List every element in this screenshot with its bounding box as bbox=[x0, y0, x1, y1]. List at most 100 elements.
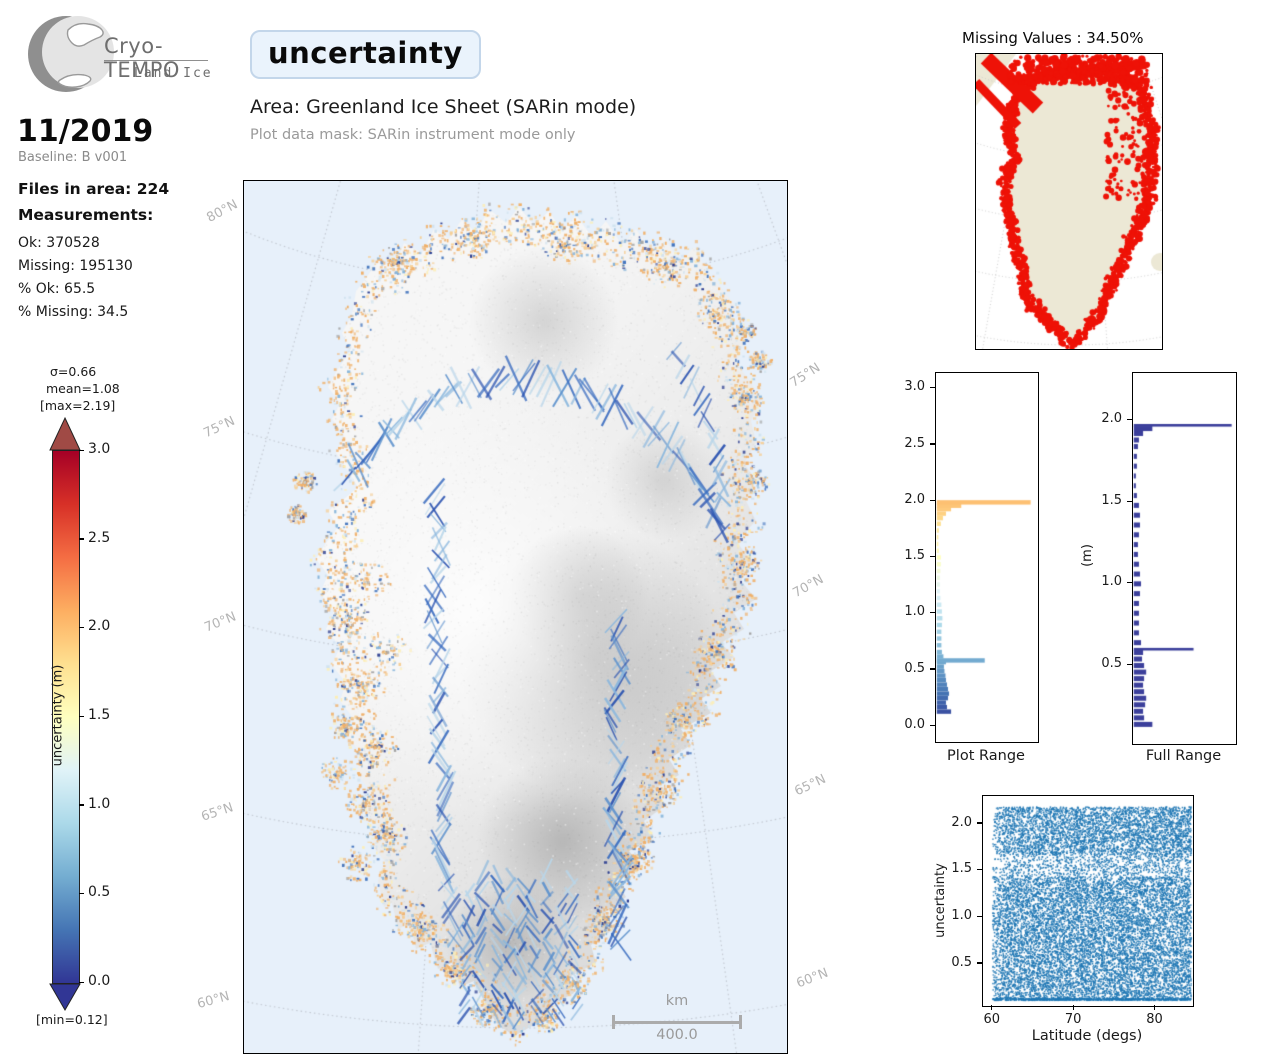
area-title: Area: Greenland Ice Sheet (SARin mode) bbox=[250, 96, 637, 118]
lat-label: 65°N bbox=[792, 771, 829, 800]
baseline-text: Baseline: B v001 bbox=[18, 150, 128, 165]
scalebar-unit: km bbox=[665, 993, 689, 1009]
y-tick-label: 1.5 bbox=[1101, 492, 1122, 508]
y-tick-mark bbox=[930, 387, 935, 389]
x-tick-mark bbox=[1153, 1005, 1156, 1010]
colorbar-tick-mark bbox=[79, 715, 84, 717]
colorbar-max: [max=2.19] bbox=[40, 398, 116, 413]
full-range-histogram bbox=[1132, 372, 1237, 745]
y-tick-label: 1.5 bbox=[951, 861, 972, 877]
colorbar-tick-label: 2.5 bbox=[88, 529, 111, 546]
colorbar-over-arrow bbox=[49, 416, 81, 451]
stat-ok: Ok: 370528 bbox=[18, 235, 100, 251]
lat-label: 65°N bbox=[199, 800, 236, 825]
colorbar-tick-label: 0.0 bbox=[88, 973, 111, 989]
logo-brand-text: Cryo-TEMPO bbox=[104, 34, 180, 82]
y-tick-label: 1.0 bbox=[951, 907, 972, 923]
y-tick-mark bbox=[977, 822, 982, 824]
scalebar-right-cap bbox=[739, 1015, 742, 1029]
y-tick-mark bbox=[1127, 663, 1132, 666]
stat-pct-missing: % Missing: 34.5 bbox=[18, 304, 129, 320]
colorbar-tick-mark bbox=[79, 538, 84, 540]
x-tick-label: 80 bbox=[1146, 1012, 1163, 1027]
y-tick-mark bbox=[930, 443, 935, 445]
colorbar-sigma: σ=0.66 bbox=[50, 364, 97, 379]
scatter-canvas bbox=[983, 796, 1193, 1006]
y-tick-label: 1.5 bbox=[904, 548, 925, 563]
colorbar-min: [min=0.12] bbox=[36, 1012, 108, 1027]
greenland-uncertainty-map: km 400.0 bbox=[243, 180, 788, 1054]
y-tick-mark bbox=[930, 668, 935, 670]
area-subtitle: Plot data mask: SARin instrument mode on… bbox=[250, 127, 576, 143]
scalebar-value: 400.0 bbox=[656, 1027, 698, 1043]
greenland-map-canvas bbox=[244, 181, 787, 1053]
files-in-area: Files in area: 224 bbox=[18, 180, 170, 198]
x-tick-label: 60 bbox=[983, 1012, 1001, 1027]
lat-label: 75°N bbox=[787, 360, 824, 391]
lat-label: 70°N bbox=[790, 571, 827, 602]
scalebar-line bbox=[612, 1021, 742, 1024]
colorbar-under-arrow bbox=[49, 983, 81, 1012]
y-tick-label: 0.0 bbox=[904, 716, 925, 732]
globe-crescent-icon bbox=[28, 16, 114, 92]
y-tick-label: 1.0 bbox=[1101, 574, 1122, 590]
colorbar-tick-label: 0.5 bbox=[88, 884, 111, 901]
y-tick-mark bbox=[930, 724, 935, 726]
y-tick-mark bbox=[930, 555, 935, 558]
y-tick-mark bbox=[1127, 582, 1132, 584]
scalebar-left-cap bbox=[612, 1015, 615, 1029]
lat-label: 60°N bbox=[794, 965, 831, 992]
colorbar-tick-label: 1.5 bbox=[88, 707, 111, 723]
y-tick-mark bbox=[977, 869, 982, 871]
plot-range-title: Plot Range bbox=[947, 748, 1025, 764]
colorbar-axis-label: uncertainty (m) bbox=[50, 664, 66, 767]
colorbar-mean: mean=1.08 bbox=[46, 381, 120, 396]
colorbar-tick-mark bbox=[79, 981, 84, 983]
colorbar-tick-mark bbox=[79, 892, 84, 895]
y-tick-mark bbox=[1127, 500, 1132, 502]
colorbar-tick-label: 1.0 bbox=[88, 795, 111, 812]
colorbar-tick-label: 3.0 bbox=[88, 441, 111, 457]
missing-values-title: Missing Values : 34.50% bbox=[962, 29, 1144, 47]
y-tick-label: 2.5 bbox=[904, 435, 925, 451]
cryo-tempo-logo: Cryo-TEMPO Land Ice bbox=[16, 8, 216, 100]
colorbar-tick-mark bbox=[79, 449, 84, 451]
y-tick-label: 0.5 bbox=[951, 954, 972, 970]
full-range-canvas bbox=[1133, 373, 1236, 744]
metric-title-chip: uncertainty bbox=[250, 30, 481, 79]
scatter-xlabel: Latitude (degs) bbox=[1031, 1028, 1143, 1044]
colorbar-gradient bbox=[52, 450, 80, 984]
lat-label: 80°N bbox=[204, 197, 241, 226]
measurements-heading: Measurements: bbox=[18, 206, 154, 224]
lat-label: 75°N bbox=[201, 413, 238, 442]
missing-map-canvas bbox=[976, 54, 1162, 349]
y-tick-label: 0.5 bbox=[904, 660, 925, 676]
y-tick-label: 2.0 bbox=[951, 814, 972, 830]
x-tick-label: 70 bbox=[1064, 1012, 1082, 1027]
plot-range-canvas bbox=[936, 373, 1038, 742]
y-tick-label: 3.0 bbox=[904, 379, 925, 395]
y-tick-mark bbox=[930, 499, 935, 501]
y-tick-mark bbox=[930, 612, 935, 614]
x-tick-mark bbox=[991, 1005, 993, 1010]
lat-label: 60°N bbox=[195, 989, 232, 1012]
y-tick-label: 2.0 bbox=[1101, 410, 1122, 426]
full-range-ylabel: (m) bbox=[1079, 544, 1095, 567]
logo-divider bbox=[104, 60, 208, 61]
lat-label: 70°N bbox=[202, 609, 239, 636]
missing-values-map bbox=[975, 53, 1163, 350]
y-tick-mark bbox=[977, 915, 982, 917]
y-tick-label: 2.0 bbox=[904, 491, 925, 507]
y-tick-label: 0.5 bbox=[1101, 656, 1122, 672]
stat-missing: Missing: 195130 bbox=[18, 258, 133, 274]
x-tick-mark bbox=[1072, 1005, 1074, 1010]
latitude-scatter-plot bbox=[982, 795, 1194, 1007]
colorbar-tick-label: 2.0 bbox=[88, 618, 111, 635]
logo-product-text: Land Ice bbox=[134, 66, 213, 81]
y-tick-mark bbox=[1127, 418, 1132, 420]
period-date: 11/2019 bbox=[17, 114, 154, 149]
plot-range-histogram bbox=[935, 372, 1039, 743]
stat-pct-ok: % Ok: 65.5 bbox=[18, 281, 96, 297]
y-tick-label: 1.0 bbox=[904, 604, 925, 620]
